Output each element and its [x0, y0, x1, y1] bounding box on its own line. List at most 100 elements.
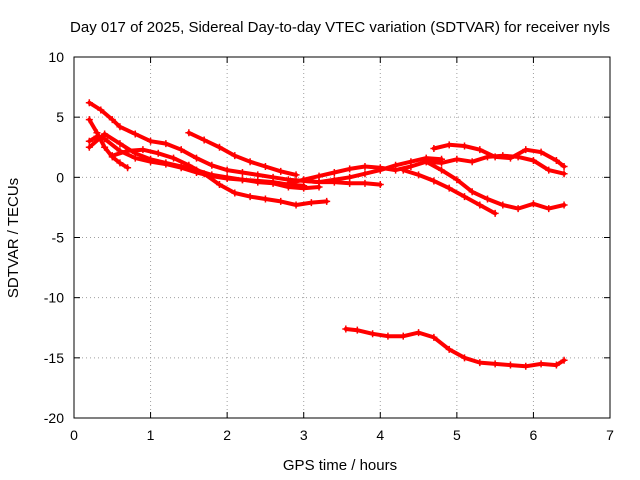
data-point: [438, 155, 446, 163]
data-point: [101, 143, 109, 151]
data-point: [231, 152, 239, 160]
grid: [74, 57, 610, 418]
data-point: [445, 141, 453, 149]
data-point: [415, 171, 423, 179]
data-point: [560, 356, 568, 364]
data-point: [124, 147, 132, 155]
data-point: [491, 153, 499, 161]
y-axis-label: SDTVAR / TECUs: [5, 178, 22, 298]
data-point: [392, 161, 400, 169]
series-layer: [85, 99, 568, 370]
x-tick-label: 4: [376, 427, 384, 443]
data-point: [476, 359, 484, 367]
series-arc-5: [108, 146, 331, 209]
data-point: [223, 166, 231, 174]
data-point: [185, 161, 193, 169]
data-point: [315, 178, 323, 186]
x-tick-label: 3: [300, 427, 308, 443]
data-point: [162, 140, 170, 148]
data-point: [170, 154, 178, 162]
tick-labels: 0 1 2 3 4 5 6 7 -20 -15 -10 -5 0 5 10: [44, 49, 614, 443]
data-point: [491, 360, 499, 368]
data-point: [154, 149, 162, 157]
ticks: [73, 56, 611, 419]
data-point: [506, 361, 514, 369]
series-arc-6: [185, 129, 300, 179]
series-arc-9: [422, 158, 568, 213]
data-point: [177, 146, 185, 154]
y-tick-label: -20: [44, 410, 64, 426]
data-point: [537, 148, 545, 156]
series-trace: [431, 142, 567, 169]
chart-title: Day 017 of 2025, Sidereal Day-to-day VTE…: [70, 19, 610, 36]
data-point: [108, 152, 116, 160]
series-trace: [343, 327, 567, 369]
y-tick-label: 0: [56, 169, 64, 185]
y-tick-label: -10: [44, 290, 64, 306]
data-point: [215, 143, 223, 151]
data-point: [514, 205, 522, 213]
data-point: [85, 99, 93, 107]
data-point: [177, 163, 185, 171]
data-point: [529, 156, 537, 164]
data-point: [162, 159, 170, 167]
data-point: [300, 184, 308, 192]
series-trace: [87, 117, 130, 170]
y-tick-label: 10: [48, 49, 64, 65]
data-point: [476, 201, 484, 209]
data-point: [346, 173, 354, 181]
data-point: [522, 146, 530, 154]
data-point: [261, 163, 269, 171]
data-point: [376, 181, 384, 189]
series-arc-10: [399, 166, 499, 217]
data-point: [453, 176, 461, 184]
data-point: [292, 171, 300, 179]
data-point: [223, 173, 231, 181]
data-point: [483, 195, 491, 203]
data-point: [468, 158, 476, 166]
data-point: [445, 345, 453, 353]
data-point: [208, 161, 216, 169]
data-point: [560, 201, 568, 209]
data-point: [330, 176, 338, 184]
data-point: [101, 130, 109, 138]
data-point: [300, 177, 308, 185]
x-tick-label: 5: [453, 427, 461, 443]
data-point: [116, 159, 124, 167]
data-point: [430, 177, 438, 185]
data-point: [461, 354, 469, 362]
data-point: [246, 158, 254, 166]
data-point: [315, 172, 323, 180]
data-point: [346, 165, 354, 173]
series-trace: [301, 156, 444, 185]
data-point: [238, 176, 246, 184]
data-point: [438, 166, 446, 174]
data-point: [261, 195, 269, 203]
data-point: [552, 361, 560, 369]
data-point: [376, 166, 384, 174]
data-point: [85, 143, 93, 151]
data-point: [254, 171, 262, 179]
data-point: [529, 200, 537, 208]
data-point: [277, 197, 285, 205]
data-point: [545, 166, 553, 174]
data-point: [215, 181, 223, 189]
data-point: [246, 193, 254, 201]
data-point: [185, 129, 193, 137]
series-arc-2: [85, 116, 132, 172]
data-point: [369, 330, 377, 338]
data-point: [116, 123, 124, 131]
data-point: [231, 189, 239, 197]
data-point: [461, 193, 469, 201]
data-point: [200, 170, 208, 178]
data-point: [284, 179, 292, 187]
data-point: [407, 158, 415, 166]
data-point: [415, 329, 423, 337]
data-point: [384, 332, 392, 340]
data-point: [139, 146, 147, 154]
data-point: [430, 144, 438, 152]
data-point: [361, 163, 369, 171]
x-tick-label: 6: [530, 427, 538, 443]
data-point: [147, 155, 155, 163]
